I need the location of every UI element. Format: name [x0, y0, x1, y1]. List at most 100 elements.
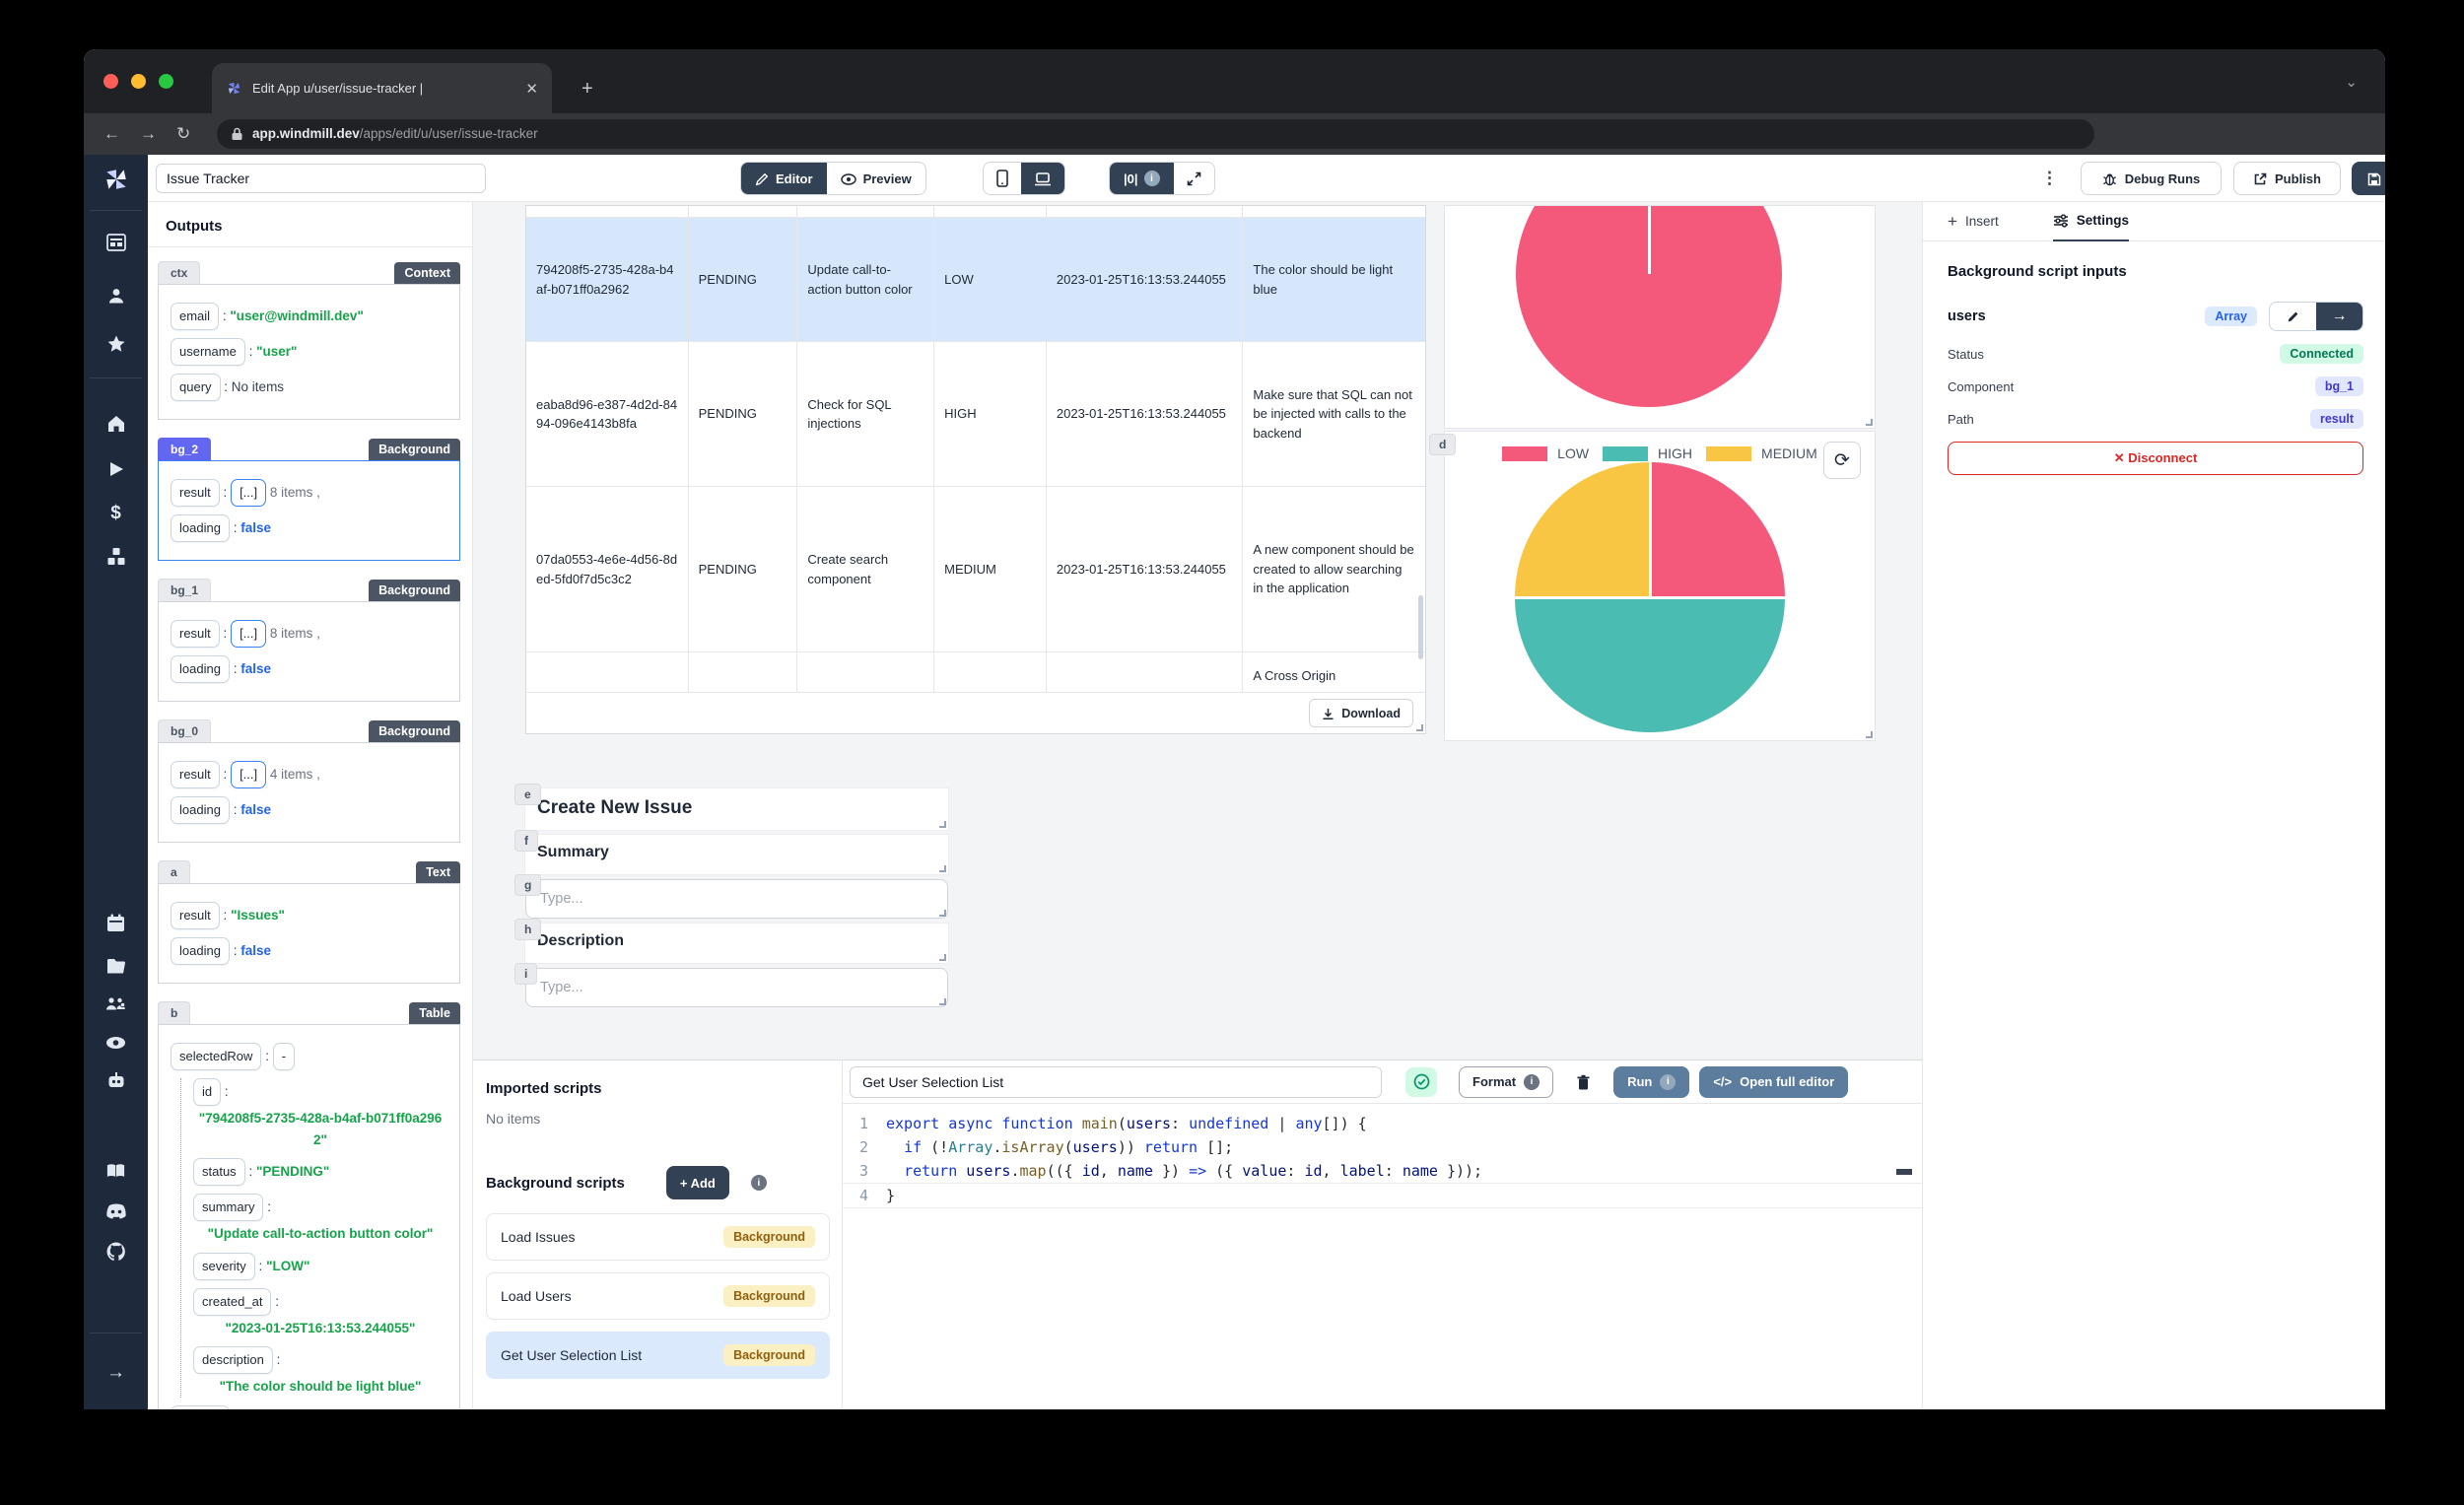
output-section-bg2[interactable]: bg_2 Background result : [...] 8 items ,… [158, 438, 460, 561]
script-item[interactable]: Load Users Background [486, 1272, 830, 1320]
collapse-sidebar-arrow-icon[interactable]: → [106, 1362, 125, 1383]
array-expander[interactable]: [...] [231, 620, 267, 648]
forward-icon[interactable]: → [140, 124, 157, 143]
heading-component[interactable]: Create New Issue [525, 788, 948, 830]
output-section-bg1[interactable]: bg_1 Background result : [...] 8 items ,… [158, 579, 460, 702]
cell-status[interactable]: PENDING [689, 487, 798, 651]
resize-handle[interactable] [939, 821, 946, 828]
table-row-selected[interactable]: 794208f5-2735-428a-b4af-b071ff0a2962 PEN… [526, 218, 1425, 342]
component-id-tag[interactable]: bg_1 [158, 579, 212, 601]
desktop-view-button[interactable] [1021, 163, 1064, 194]
component-id-tag[interactable]: f [514, 830, 538, 852]
description-input[interactable] [525, 968, 948, 1007]
tab-settings[interactable]: Settings [2052, 202, 2129, 241]
tab-insert[interactable]: + Insert [1948, 211, 1999, 231]
output-key[interactable]: severity [193, 1252, 255, 1280]
output-key[interactable]: status [193, 1158, 245, 1187]
centered-layout-button[interactable]: |0| i [1110, 163, 1174, 194]
cell-id[interactable]: eaba8d96-e387-4d2d-8494-096e4143b8fa [526, 342, 689, 486]
download-button[interactable]: Download [1309, 699, 1413, 727]
component-id-tag[interactable]: i [514, 963, 538, 985]
cell-description[interactable]: A Cross Origin [1253, 667, 1336, 683]
app-canvas[interactable]: 794208f5-2735-428a-b4af-b071ff0a2962 PEN… [473, 202, 1922, 1060]
debug-runs-button[interactable]: Debug Runs [2081, 162, 2222, 195]
cell-created-at[interactable]: 2023-01-25T16:13:53.244055 [1047, 218, 1244, 341]
code-line[interactable]: 1 export async function main(users: undef… [843, 1112, 1922, 1135]
cell-id[interactable]: 794208f5-2735-428a-b4af-b071ff0a2962 [526, 218, 689, 341]
output-key[interactable]: loading [171, 1404, 230, 1409]
preview-mode-button[interactable]: Preview [827, 163, 925, 194]
cell-id[interactable]: 07da0553-4e6e-4d56-8ded-5fd0f7d5c3c2 [526, 487, 689, 651]
output-key[interactable]: summary [193, 1194, 264, 1222]
apps-nav-icon[interactable] [84, 234, 148, 251]
new-tab-button[interactable]: + [582, 78, 593, 100]
cell-description[interactable]: A new component should be created to all… [1253, 542, 1414, 596]
favorites-star-icon[interactable] [84, 334, 148, 354]
output-key[interactable]: username [171, 338, 245, 366]
tab-search-chevron-icon[interactable]: ⌄ [2345, 74, 2358, 91]
static-mode-button[interactable] [2270, 303, 2316, 330]
code-line[interactable]: 4} [843, 1183, 1922, 1208]
resize-handle[interactable] [939, 865, 946, 872]
cell-severity[interactable]: MEDIUM [934, 487, 1047, 651]
output-section-b[interactable]: b Table selectedRow : - id : "794208f5-2… [158, 1001, 460, 1409]
github-icon[interactable] [84, 1242, 148, 1262]
label-component[interactable]: Summary [525, 835, 948, 874]
connect-mode-button[interactable]: → [2316, 303, 2362, 330]
code-area[interactable]: 1 export async function main(users: undef… [843, 1103, 1922, 1409]
component-id-tag[interactable]: g [514, 874, 542, 896]
save-button[interactable]: Save [2352, 162, 2385, 195]
reload-icon[interactable]: ↻ [176, 124, 191, 143]
more-options-icon[interactable]: ⋮ [2041, 169, 2058, 187]
code-line[interactable]: 3 return users. map(({ id, name }) => ({ … [843, 1159, 1922, 1183]
output-section-ctx[interactable]: ctx Context email : "user@windmill.dev" … [158, 261, 460, 420]
component-id-tag[interactable]: d [1429, 434, 1457, 455]
array-expander[interactable]: [...] [231, 761, 267, 788]
output-value[interactable]: - [272, 1043, 296, 1070]
cell-description[interactable]: Make sure that SQL can not be injected w… [1253, 386, 1412, 441]
editor-mode-button[interactable]: Editor [741, 163, 827, 194]
app-title-input[interactable] [156, 164, 486, 193]
output-key[interactable]: description [193, 1346, 273, 1375]
output-key[interactable]: result [171, 902, 220, 929]
component-id-tag[interactable]: a [158, 860, 190, 883]
output-key[interactable]: email [171, 303, 220, 330]
variables-dollar-icon[interactable]: $ [110, 503, 121, 523]
script-item[interactable]: Load Issues Background [486, 1213, 830, 1261]
output-section-a[interactable]: a Text result : "Issues" loading : false [158, 860, 460, 984]
discord-icon[interactable] [84, 1202, 148, 1220]
docs-book-icon[interactable] [84, 1162, 148, 1180]
minimize-window-button[interactable] [131, 74, 146, 89]
folders-icon[interactable] [84, 958, 148, 976]
resize-handle[interactable] [939, 998, 946, 1005]
code-line[interactable]: 2 if (! Array. isArray(users)) return []; [843, 1135, 1922, 1159]
zoom-window-button[interactable] [159, 74, 173, 89]
close-window-button[interactable] [103, 74, 118, 89]
open-full-editor-button[interactable]: </> Open full editor [1699, 1065, 1849, 1098]
text-input-component[interactable] [525, 879, 948, 919]
cell-status[interactable]: PENDING [689, 218, 798, 341]
fullscreen-button[interactable] [1174, 163, 1214, 194]
output-key[interactable]: loading [171, 514, 230, 542]
delete-script-button[interactable] [1563, 1065, 1605, 1098]
disconnect-button[interactable]: ✕ Disconnect [1948, 442, 2363, 475]
resize-handle[interactable] [939, 910, 946, 917]
add-script-button[interactable]: + Add [665, 1166, 729, 1199]
user-nav-icon[interactable] [84, 286, 148, 306]
refresh-chart-button[interactable]: ⟳ [1823, 442, 1861, 479]
runs-play-icon[interactable] [84, 460, 148, 478]
component-id-tag[interactable]: ctx [158, 261, 201, 284]
output-key[interactable]: selectedRow [171, 1043, 262, 1070]
output-key[interactable]: loading [171, 937, 230, 965]
browser-tab[interactable]: Edit App u/user/issue-tracker | ✕ [212, 63, 552, 113]
component-id-tag-selected[interactable]: bg_2 [158, 438, 212, 460]
component-id-tag[interactable]: bg_0 [158, 719, 212, 742]
table-component[interactable]: 794208f5-2735-428a-b4af-b071ff0a2962 PEN… [525, 205, 1426, 734]
cell-severity[interactable]: LOW [934, 218, 1047, 341]
run-button[interactable]: Run i [1613, 1065, 1690, 1098]
text-input-component[interactable] [525, 968, 948, 1007]
output-key[interactable]: query [171, 374, 221, 401]
windmill-logo-icon[interactable] [84, 167, 148, 192]
cell-status[interactable]: PENDING [689, 342, 798, 486]
resize-handle[interactable] [1866, 419, 1873, 426]
